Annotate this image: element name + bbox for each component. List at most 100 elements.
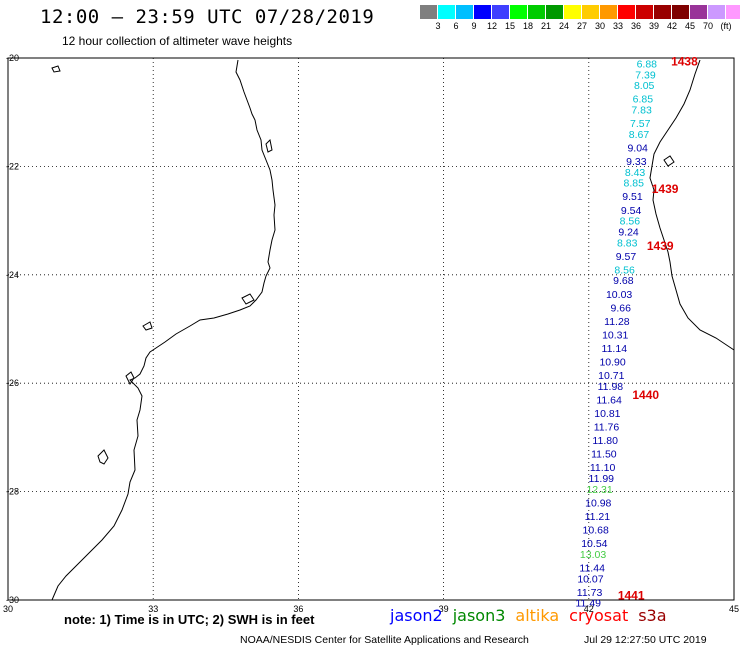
satellite-jason3: jason3 bbox=[452, 606, 506, 625]
swh-value: 11.49 bbox=[576, 598, 602, 610]
swh-value: 6.85 bbox=[633, 94, 654, 106]
swh-value: 10.98 bbox=[585, 497, 611, 509]
africa-coastline bbox=[51, 59, 276, 601]
swh-value: 10.31 bbox=[602, 329, 628, 341]
credit-line: NOAA/NESDIS Center for Satellite Applica… bbox=[240, 634, 529, 646]
swh-value: 7.39 bbox=[635, 69, 656, 81]
legend-label: 15 bbox=[504, 21, 515, 31]
coastline bbox=[51, 59, 735, 601]
generated-timestamp: Jul 29 12:27:50 UTC 2019 bbox=[584, 634, 707, 646]
swh-value: 9.66 bbox=[611, 302, 632, 314]
inland-speck bbox=[51, 65, 61, 73]
pass-time: 1440 bbox=[632, 388, 659, 402]
swh-value: 10.54 bbox=[581, 538, 607, 550]
legend-label: 9 bbox=[471, 21, 477, 31]
legend-swatch bbox=[690, 5, 708, 19]
swh-value: 13.03 bbox=[580, 549, 606, 561]
pass-time-labels: 1438 1439 1439 1440 1441 bbox=[618, 55, 698, 603]
satellite-cryosat: cryosat bbox=[569, 606, 629, 625]
map-frame bbox=[7, 57, 735, 601]
lat-tick-label: -30 bbox=[6, 595, 19, 605]
lat-tick-label: -26 bbox=[6, 378, 19, 388]
swh-value: 7.83 bbox=[631, 104, 652, 116]
swh-value: 8.56 bbox=[614, 264, 635, 276]
lat-tick-label: -24 bbox=[6, 270, 19, 280]
swh-value: 8.56 bbox=[620, 216, 641, 228]
legend-label: 6 bbox=[453, 21, 459, 31]
legend-swatch bbox=[528, 5, 546, 19]
legend-label: 21 bbox=[540, 21, 551, 31]
swh-value: 11.73 bbox=[577, 587, 603, 599]
legend-label: 24 bbox=[558, 21, 569, 31]
pass-time: 1441 bbox=[618, 589, 645, 603]
legend-swatch bbox=[726, 5, 740, 19]
swh-value: 11.80 bbox=[592, 435, 618, 447]
swh-value: 11.44 bbox=[579, 562, 605, 574]
pass-time: 1438 bbox=[671, 55, 698, 69]
color-legend bbox=[420, 5, 740, 19]
legend-label: 33 bbox=[612, 21, 623, 31]
lat-tick-label: -22 bbox=[6, 161, 19, 171]
swh-value: 10.81 bbox=[594, 408, 620, 420]
swh-value: 8.43 bbox=[625, 167, 646, 179]
legend-swatch bbox=[456, 5, 474, 19]
swh-value: 11.98 bbox=[598, 381, 624, 393]
legend-swatch bbox=[618, 5, 636, 19]
satellite-jason2: jason2 bbox=[390, 606, 443, 625]
africa-inlet bbox=[125, 371, 135, 385]
legend-label: 42 bbox=[666, 21, 677, 31]
swh-value: 9.57 bbox=[616, 251, 637, 263]
satellite-legend: jason2 jason3 altika cryosat s3a bbox=[390, 606, 677, 625]
lon-tick-label: 30 bbox=[3, 604, 13, 614]
swh-value: 10.68 bbox=[583, 525, 609, 537]
swh-value: 10.71 bbox=[598, 370, 624, 382]
legend-swatch bbox=[600, 5, 618, 19]
lake-outline-3 bbox=[142, 321, 153, 331]
swh-value: 8.05 bbox=[634, 80, 655, 92]
pass-time: 1439 bbox=[652, 182, 679, 196]
swh-value: 10.90 bbox=[599, 357, 625, 369]
legend-swatch bbox=[564, 5, 582, 19]
lake-outline bbox=[97, 449, 109, 465]
swh-value: 9.51 bbox=[622, 191, 643, 203]
legend-label: 3 bbox=[435, 21, 441, 31]
swh-value: 11.64 bbox=[596, 394, 622, 406]
madagascar-coastline bbox=[649, 59, 735, 351]
lon-tick-label: 39 bbox=[439, 604, 449, 614]
satellite-s3a: s3a bbox=[638, 606, 667, 625]
observation-labels: 6.887.398.05 6.857.83 7.578.679.04 9.338.43… bbox=[576, 58, 658, 609]
swh-value: 11.10 bbox=[590, 462, 616, 474]
legend-swatch bbox=[438, 5, 456, 19]
legend-swatch bbox=[672, 5, 690, 19]
lake-outline-2 bbox=[241, 293, 255, 305]
swh-value: 11.21 bbox=[585, 511, 611, 523]
pass-time: 1439 bbox=[647, 239, 674, 253]
swh-value: 9.54 bbox=[621, 205, 642, 217]
swh-value: 9.24 bbox=[618, 226, 639, 238]
legend-swatch bbox=[708, 5, 726, 19]
swh-value: 11.50 bbox=[591, 449, 617, 461]
swh-value: 9.33 bbox=[626, 156, 647, 168]
legend-label: 45 bbox=[684, 21, 695, 31]
swh-value: 10.07 bbox=[577, 573, 603, 585]
lat-tick-label: -28 bbox=[6, 487, 19, 497]
legend-swatch bbox=[546, 5, 564, 19]
legend-label: 18 bbox=[522, 21, 533, 31]
lon-tick-label: 36 bbox=[293, 604, 303, 614]
legend-label: 27 bbox=[576, 21, 587, 31]
graticule bbox=[7, 57, 735, 601]
legend-unit: (ft) bbox=[720, 21, 732, 31]
footnote: note: 1) Time is in UTC; 2) SWH is in fe… bbox=[64, 612, 315, 627]
map-subtitle: 12 hour collection of altimeter wave hei… bbox=[62, 34, 293, 48]
legend-label: 12 bbox=[486, 21, 497, 31]
axis-ticks: 30 33 36 39 42 45 -20 -22 -24 -26 -28 -30 bbox=[3, 53, 739, 614]
swh-value: 9.04 bbox=[627, 142, 648, 154]
color-legend-labels: 3 6 9 12 15 18 21 24 27 30 33 36 39 42 45 70 (ft) bbox=[420, 21, 735, 31]
lon-tick-label: 45 bbox=[729, 604, 739, 614]
legend-label: 36 bbox=[630, 21, 641, 31]
swh-value: 6.88 bbox=[637, 58, 658, 70]
legend-swatch bbox=[654, 5, 672, 19]
swh-value: 11.99 bbox=[589, 473, 615, 485]
legend-swatch bbox=[474, 5, 492, 19]
